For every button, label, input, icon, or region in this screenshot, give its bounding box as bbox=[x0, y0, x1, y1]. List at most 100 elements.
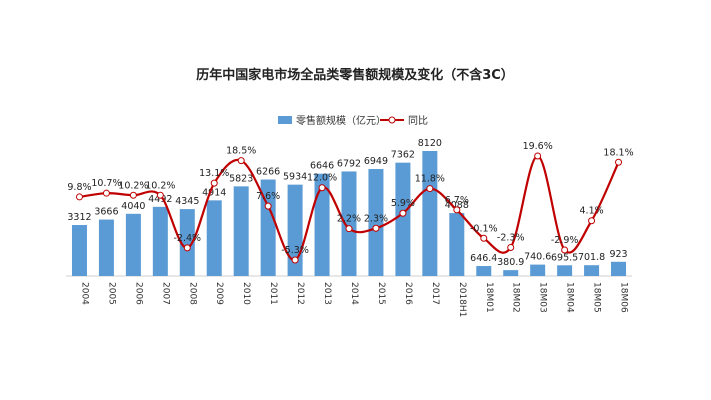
yoy-marker bbox=[183, 244, 191, 252]
bar bbox=[179, 209, 195, 276]
bar bbox=[449, 213, 465, 276]
category-label: 2004 bbox=[79, 282, 89, 305]
category-label: 2013 bbox=[322, 282, 332, 305]
bar-value-label: 6949 bbox=[364, 156, 388, 167]
yoy-value-label: 2.3% bbox=[364, 213, 388, 224]
yoy-value-label: 9.8% bbox=[67, 182, 91, 193]
bar-value-label: 6792 bbox=[337, 158, 361, 169]
yoy-marker bbox=[399, 209, 407, 217]
yoy-value-label: 18.5% bbox=[226, 146, 256, 157]
bar bbox=[260, 179, 276, 276]
yoy-value-label: -5.3% bbox=[281, 245, 309, 256]
bar-value-label: 8120 bbox=[418, 138, 442, 149]
category-label: 2008 bbox=[187, 282, 197, 305]
yoy-marker bbox=[264, 202, 272, 210]
bar bbox=[152, 206, 168, 276]
yoy-value-label: 10.7% bbox=[91, 178, 121, 189]
category-label: 18M04 bbox=[565, 282, 575, 313]
category-label: 2010 bbox=[241, 282, 251, 305]
bar bbox=[584, 265, 600, 276]
yoy-value-label: 5.9% bbox=[391, 198, 415, 209]
yoy-value-label: 13.1% bbox=[199, 168, 229, 179]
category-label: 2009 bbox=[214, 282, 224, 305]
yoy-value-label: -0.1% bbox=[470, 223, 498, 234]
category-label: 2007 bbox=[160, 282, 170, 305]
bar bbox=[530, 264, 546, 276]
bar bbox=[395, 162, 411, 276]
bar-value-label: 4914 bbox=[202, 187, 226, 198]
bar bbox=[98, 219, 114, 276]
bar-value-label: 740.6 bbox=[524, 252, 551, 263]
bar bbox=[341, 171, 357, 276]
yoy-marker bbox=[453, 206, 461, 214]
bar-value-label: 5934 bbox=[283, 172, 307, 183]
yoy-value-label: 4.1% bbox=[580, 206, 604, 217]
yoy-marker bbox=[372, 224, 380, 232]
yoy-value-label: -2.9% bbox=[551, 235, 579, 246]
yoy-marker bbox=[129, 191, 137, 199]
bar bbox=[503, 270, 519, 276]
yoy-value-label: 18.1% bbox=[603, 147, 633, 158]
bar-value-label: 6266 bbox=[256, 167, 280, 178]
yoy-value-label: 6.7% bbox=[445, 195, 469, 206]
bar bbox=[233, 186, 249, 276]
category-label: 2014 bbox=[349, 282, 359, 305]
yoy-value-label: 12.0% bbox=[307, 173, 337, 184]
category-label: 2006 bbox=[133, 282, 143, 305]
yoy-marker bbox=[561, 246, 569, 254]
yoy-marker bbox=[534, 152, 542, 160]
yoy-line-group bbox=[75, 152, 623, 264]
legend-swatch-bar bbox=[278, 116, 292, 124]
yoy-marker bbox=[210, 179, 218, 187]
yoy-marker bbox=[507, 243, 515, 251]
bars-group bbox=[71, 151, 627, 276]
category-label: 2017 bbox=[430, 282, 440, 305]
legend-label-bar: 零售额规模（亿元） bbox=[296, 114, 386, 127]
category-label: 18M03 bbox=[538, 282, 548, 313]
bar-value-label: 4040 bbox=[121, 201, 145, 212]
yoy-value-label: 7.6% bbox=[256, 191, 280, 202]
category-label: 2012 bbox=[295, 282, 305, 305]
bar bbox=[368, 169, 384, 276]
category-label: 18M01 bbox=[484, 282, 494, 313]
category-label: 2016 bbox=[403, 282, 413, 305]
bar-value-label: 646.4 bbox=[470, 253, 497, 264]
yoy-value-label: -2.4% bbox=[173, 233, 201, 244]
yoy-marker bbox=[588, 217, 596, 225]
yoy-value-label: 10.2% bbox=[145, 180, 175, 191]
bar bbox=[314, 173, 330, 276]
category-labels-group: 2004 2005 2006 2007 2008 2009 2010 2011 2012 2013… bbox=[79, 282, 628, 317]
category-label: 2018H1 bbox=[457, 282, 467, 317]
bar bbox=[125, 213, 141, 276]
legend-label-line: 同比 bbox=[408, 115, 428, 127]
category-label: 18M02 bbox=[511, 282, 521, 313]
bar bbox=[476, 266, 492, 276]
bar-value-label: 4345 bbox=[175, 196, 199, 207]
bar bbox=[71, 225, 87, 276]
yoy-marker bbox=[615, 158, 623, 166]
bar bbox=[557, 265, 573, 276]
yoy-value-label: 19.6% bbox=[523, 141, 553, 152]
yoy-labels-group: 9.8% 10.7%10.2%10.2%-2.4%13.1%18.5%7.6%-5… bbox=[67, 141, 633, 256]
bar-value-label: 3312 bbox=[67, 212, 91, 223]
yoy-marker bbox=[75, 193, 83, 201]
category-label: 18M05 bbox=[592, 282, 602, 313]
bar bbox=[422, 151, 438, 276]
bar-value-label: 7362 bbox=[391, 150, 415, 161]
bar-value-label: 4088 bbox=[445, 200, 469, 211]
yoy-value-label: 2.2% bbox=[337, 214, 361, 225]
yoy-marker bbox=[480, 234, 488, 242]
bar-value-label: 380.9 bbox=[497, 257, 524, 268]
legend-swatch-marker bbox=[388, 116, 396, 124]
bar-value-label: 701.8 bbox=[578, 252, 605, 263]
bar-value-label: 3666 bbox=[94, 207, 118, 218]
yoy-value-label: 10.2% bbox=[118, 180, 148, 191]
bar-value-label: 923 bbox=[609, 249, 627, 260]
bar bbox=[206, 200, 222, 276]
category-label: 2011 bbox=[268, 282, 278, 305]
bar bbox=[611, 261, 627, 276]
yoy-marker bbox=[318, 184, 326, 192]
yoy-marker bbox=[291, 256, 299, 264]
